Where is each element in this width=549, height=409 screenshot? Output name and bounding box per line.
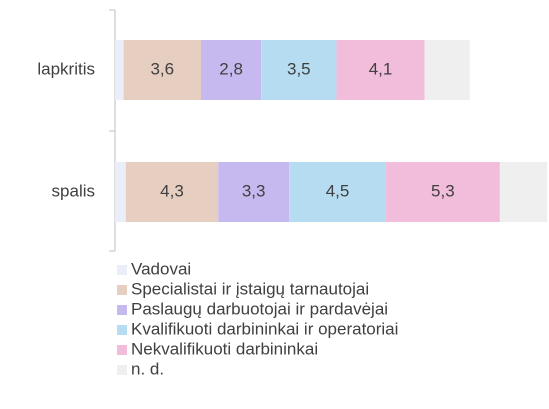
legend-label: Paslaugų darbuotojai ir pardavėjai — [131, 299, 388, 318]
legend-label: Specialistai ir įstaigų tarnautojai — [131, 279, 369, 298]
bar-segment — [385, 162, 500, 222]
legend-label: Nekvalifikuoti darbininkai — [131, 339, 318, 358]
legend-swatch — [117, 325, 127, 335]
bar-segment — [123, 40, 201, 100]
legend-swatch — [117, 265, 127, 275]
legend-swatch — [117, 365, 127, 375]
bar-segment — [499, 162, 548, 222]
value-label: 3,6 — [150, 59, 174, 78]
axis — [109, 9, 116, 252]
legend-label: Kvalifikuoti darbininkai ir operatoriai — [131, 319, 398, 338]
bar-segment — [115, 162, 126, 222]
value-label: 2,8 — [219, 59, 243, 78]
category-label: spalis — [52, 181, 95, 200]
legend-label: n. d. — [131, 359, 164, 378]
legend-swatch — [117, 345, 127, 355]
legend-swatch — [117, 305, 127, 315]
category-label: lapkritis — [37, 59, 95, 78]
bar-segment — [125, 162, 219, 222]
legend-label: Vadovai — [131, 259, 191, 278]
value-label: 4,5 — [326, 181, 350, 200]
bar-segment — [424, 40, 470, 100]
bar-segment — [336, 40, 425, 100]
bar-segment — [115, 40, 124, 100]
value-label: 5,3 — [431, 181, 455, 200]
legend-swatch — [117, 285, 127, 295]
bar-segment — [201, 40, 262, 100]
value-label: 4,1 — [369, 59, 393, 78]
value-label: 3,3 — [242, 181, 266, 200]
value-label: 4,3 — [160, 181, 184, 200]
value-label: 3,5 — [287, 59, 311, 78]
bar-segment — [261, 40, 337, 100]
bar-segment — [218, 162, 290, 222]
bar-segment — [289, 162, 386, 222]
